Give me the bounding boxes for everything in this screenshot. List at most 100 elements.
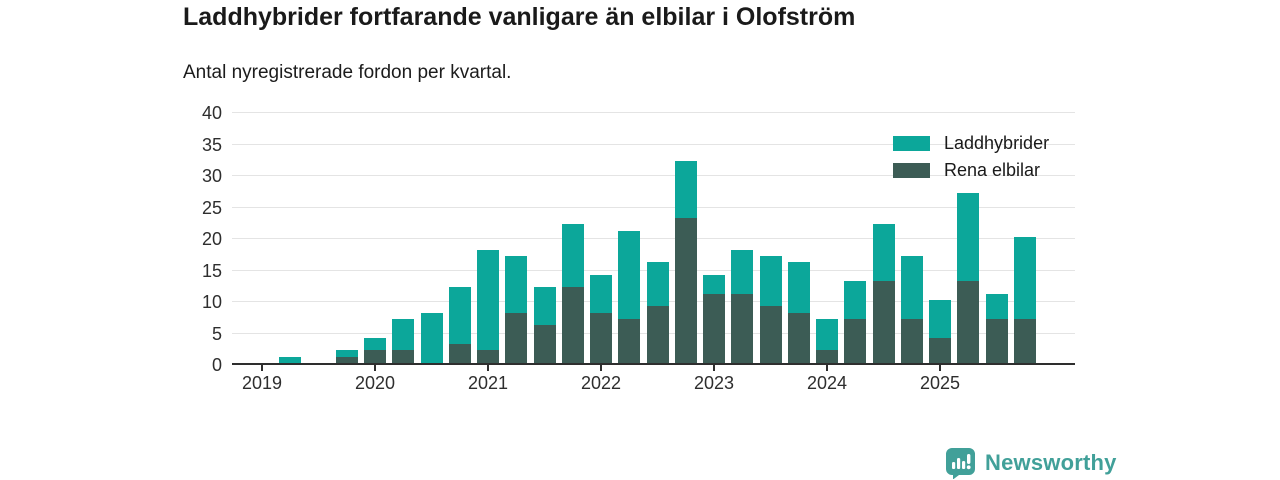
bar-segment-laddhybrider (364, 337, 386, 351)
bar-segment-rena-elbilar (561, 287, 584, 363)
bar-2022-q4 (674, 113, 697, 363)
x-axis-label: 2020 (354, 373, 396, 393)
bar-segment-rena-elbilar (477, 350, 499, 363)
x-axis-label: 2022 (580, 373, 622, 393)
y-axis-label: 0 (211, 355, 222, 375)
bar-segment-laddhybrider (505, 255, 528, 313)
y-axis-label: 35 (201, 134, 222, 155)
x-axis-tick (374, 365, 376, 371)
bar-segment-rena-elbilar (335, 356, 358, 363)
bar-segment-laddhybrider (731, 249, 754, 294)
bar-segment-rena-elbilar (533, 325, 556, 363)
bar-2019-q2 (279, 113, 302, 363)
bar-segment-rena-elbilar (703, 293, 725, 363)
bar-segment-laddhybrider (844, 281, 867, 319)
y-axis-label: 5 (211, 323, 222, 344)
newsworthy-logo: Newsworthy (945, 447, 1117, 479)
x-axis-label: 2023 (693, 373, 735, 393)
bar-2020-q4 (448, 113, 471, 363)
bar-segment-rena-elbilar (957, 281, 980, 363)
bar-segment-laddhybrider (646, 262, 669, 307)
bar-2025-q4 (1013, 113, 1036, 363)
legend-label: Rena elbilar (944, 160, 1041, 180)
y-axis-label: 20 (201, 229, 222, 249)
legend-item-laddhybrider: Laddhybrider (893, 130, 1049, 157)
bar-2021-q2 (505, 113, 528, 363)
bar-2019-q1 (251, 113, 273, 363)
bar-segment-laddhybrider (900, 255, 923, 319)
x-axis-tick (713, 365, 715, 371)
bar-2023-q3 (759, 113, 782, 363)
bar-segment-laddhybrider (618, 230, 641, 319)
bar-segment-laddhybrider (392, 318, 415, 351)
bar-segment-laddhybrider (872, 224, 895, 282)
bar-segment-rena-elbilar (590, 312, 612, 363)
bar-segment-rena-elbilar (674, 218, 697, 363)
x-axis-label: 2025 (919, 373, 961, 393)
page-title: Laddhybrider fortfarande vanligare än el… (183, 3, 856, 31)
chart-legend: Laddhybrider Rena elbilar (893, 130, 1049, 184)
bar-2022-q2 (618, 113, 641, 363)
bar-segment-rena-elbilar (787, 312, 810, 363)
bar-segment-laddhybrider (590, 274, 612, 313)
bar-segment-rena-elbilar (929, 337, 951, 363)
bar-segment-laddhybrider (420, 312, 443, 363)
x-axis-tick (826, 365, 828, 371)
bar-2025-q3 (985, 113, 1008, 363)
bar-segment-rena-elbilar (731, 293, 754, 363)
bar-2025-q2 (957, 113, 980, 363)
x-axis-tick (939, 365, 941, 371)
bar-segment-laddhybrider (929, 300, 951, 338)
bar-2020-q2 (392, 113, 415, 363)
gridline (232, 206, 1075, 208)
bar-segment-rena-elbilar (618, 318, 641, 363)
plot-area: 0 5 10 15 20 25 30 35 40 2019 2020 2021 2022 2023 2024… (202, 103, 1075, 393)
x-axis-tick (487, 365, 489, 371)
y-axis-label: 25 (201, 197, 222, 218)
gridline (232, 143, 1075, 145)
bar-2021-q3 (533, 113, 556, 363)
bar-segment-laddhybrider (787, 262, 810, 313)
bar-segment-laddhybrider (674, 161, 697, 219)
bar-2024-q4 (900, 113, 923, 363)
bar-2019-q4 (335, 113, 358, 363)
bar-segment-rena-elbilar (1013, 318, 1036, 363)
bar-segment-laddhybrider (533, 287, 556, 326)
bar-2023-q4 (787, 113, 810, 363)
bar-segment-laddhybrider (279, 356, 302, 363)
bar-2024-q2 (844, 113, 867, 363)
y-axis-label: 40 (201, 103, 222, 123)
legend-item-rena-elbilar: Rena elbilar (893, 157, 1049, 184)
x-axis-label: 2021 (467, 373, 509, 393)
bar-segment-rena-elbilar (816, 350, 838, 363)
bar-2024-q1 (816, 113, 838, 363)
bar-segment-rena-elbilar (985, 318, 1008, 363)
newsworthy-wordmark: Newsworthy (985, 450, 1117, 475)
bar-segment-rena-elbilar (646, 306, 669, 363)
bar-segment-rena-elbilar (505, 312, 528, 363)
x-axis-label: 2024 (806, 373, 848, 393)
bar-2021-q4 (561, 113, 584, 363)
bar-segment-rena-elbilar (392, 350, 415, 363)
chart-subtitle: Antal nyregistrerade fordon per kvartal. (183, 62, 512, 83)
bar-segment-laddhybrider (448, 287, 471, 345)
bar-segment-laddhybrider (477, 249, 499, 351)
bar-2023-q1 (703, 113, 725, 363)
legend-swatch (893, 163, 930, 178)
y-axis-label: 10 (201, 292, 222, 312)
bar-2022-q1 (590, 113, 612, 363)
bar-2020-q3 (420, 113, 443, 363)
bar-segment-rena-elbilar (872, 281, 895, 363)
bar-segment-laddhybrider (816, 318, 838, 351)
bar-2019-q3 (308, 113, 330, 363)
gridline (232, 175, 1075, 176)
bar-segment-laddhybrider (957, 192, 980, 282)
newsworthy-badge-icon (946, 448, 975, 479)
legend-label: Laddhybrider (944, 133, 1050, 153)
bar-2020-q1 (364, 113, 386, 363)
x-axis-tick (261, 365, 263, 371)
bar-2023-q2 (731, 113, 754, 363)
gridline (232, 238, 1075, 239)
x-axis-label: 2019 (241, 373, 283, 393)
